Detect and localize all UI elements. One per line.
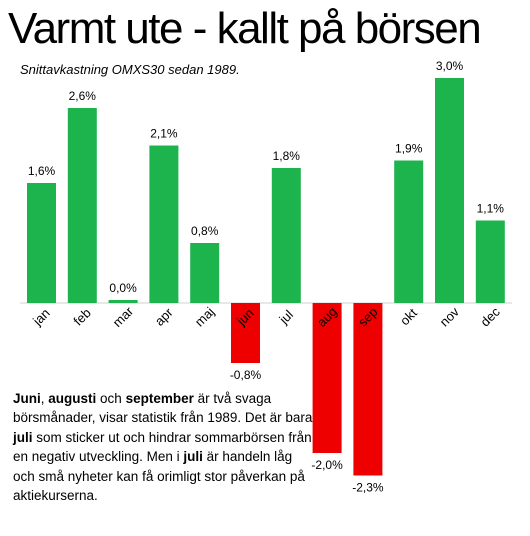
bar-jan bbox=[27, 183, 56, 303]
value-label: 1,9% bbox=[395, 142, 423, 156]
bar-mar bbox=[108, 300, 138, 303]
value-label: 1,1% bbox=[477, 202, 505, 216]
note-emphasis: juli bbox=[13, 429, 33, 445]
bar-aug bbox=[312, 303, 342, 453]
category-label: jul bbox=[276, 307, 297, 328]
bar-apr bbox=[149, 145, 179, 303]
value-label: 1,6% bbox=[28, 164, 56, 178]
category-label: dec bbox=[477, 304, 503, 330]
value-label: 2,6% bbox=[69, 89, 97, 103]
value-label: 2,1% bbox=[150, 127, 178, 141]
note-run: och bbox=[96, 391, 126, 406]
bar-jul bbox=[271, 168, 301, 303]
note-run: är två svaga börsmånader, visar statisti… bbox=[13, 391, 313, 426]
category-label: mar bbox=[110, 303, 137, 330]
bar-sep bbox=[353, 303, 383, 476]
value-label: -0,8% bbox=[230, 368, 262, 382]
category-label: jan bbox=[29, 305, 53, 329]
category-label: nov bbox=[437, 304, 463, 330]
bar-dec bbox=[475, 220, 505, 303]
category-label: apr bbox=[152, 304, 176, 328]
bar-nov bbox=[435, 78, 464, 303]
chart-subtitle: Snittavkastning OMXS30 sedan 1989. bbox=[20, 62, 240, 77]
note-emphasis: Juni bbox=[13, 391, 41, 406]
bar-feb bbox=[67, 108, 97, 303]
category-label: feb bbox=[70, 305, 93, 328]
note-emphasis: augusti bbox=[48, 391, 97, 406]
note-run: är handeln låg och små nyheter kan få or… bbox=[13, 449, 305, 504]
note-emphasis: juli bbox=[183, 449, 203, 465]
category-label: okt bbox=[397, 305, 420, 328]
value-label: 0,0% bbox=[109, 281, 137, 295]
value-label: 0,8% bbox=[191, 224, 219, 238]
note-run: som sticker ut och hindrar sommarbörsen … bbox=[13, 429, 312, 465]
note-emphasis: september bbox=[125, 391, 194, 406]
bar-maj bbox=[190, 243, 220, 303]
note-text: Juni, augusti och september är två svaga… bbox=[13, 389, 313, 505]
chart-title: Varmt ute - kallt på börsen bbox=[8, 4, 482, 53]
category-label: maj bbox=[192, 304, 217, 329]
bar-okt bbox=[394, 160, 424, 303]
bar-jun bbox=[231, 303, 260, 363]
value-label: -2,3% bbox=[352, 481, 384, 495]
value-label: -2,0% bbox=[311, 458, 343, 472]
value-label: 3,0% bbox=[436, 59, 464, 73]
note-run: , bbox=[40, 391, 49, 406]
value-label: 1,8% bbox=[273, 149, 301, 163]
